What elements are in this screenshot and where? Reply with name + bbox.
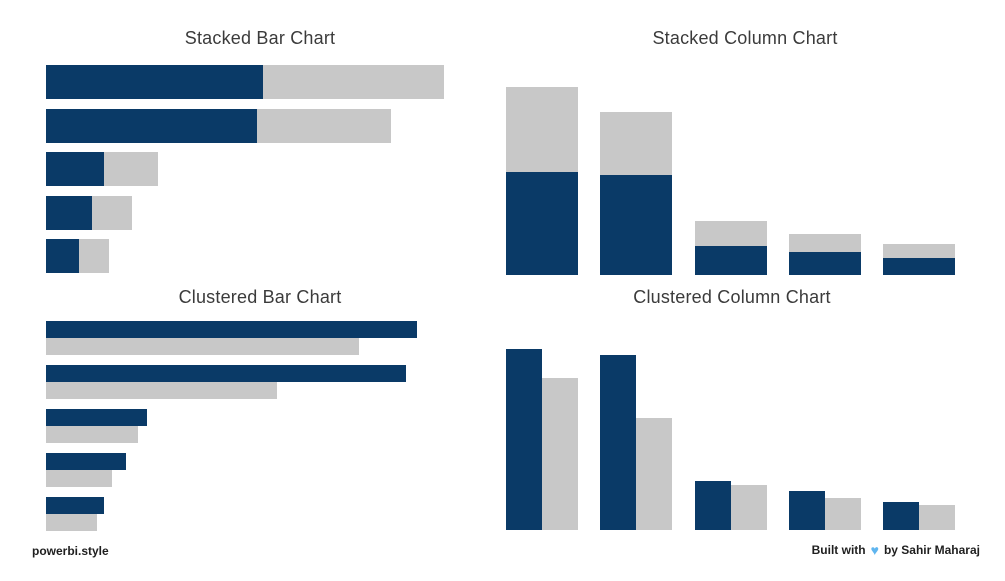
stacked-bar-dark-navy-segment-2	[46, 152, 105, 186]
clustered-column-chart-plot	[506, 349, 956, 530]
clustered-bar-light-gray-bar-3	[46, 470, 113, 487]
stacked-column-dark-navy-segment-3	[788, 252, 861, 275]
clustered-column-light-gray-column-4	[919, 505, 956, 530]
stacked-column-light-gray-segment-2	[694, 221, 767, 247]
stacked-column-chart-plot	[506, 87, 956, 275]
stacked-bar-chart-title: Stacked Bar Chart	[184, 28, 336, 48]
stacked-column-light-gray-segment-4	[883, 244, 956, 259]
clustered-column-light-gray-column-0	[542, 377, 578, 530]
clustered-bar-light-gray-bar-4	[46, 514, 97, 531]
stacked-bar-dark-navy-segment-1	[46, 108, 257, 143]
stacked-column-dark-navy-segment-1	[600, 174, 673, 275]
stacked-bar-dark-navy-segment-4	[46, 239, 80, 273]
stacked-column-chart-title: Stacked Column Chart	[652, 28, 838, 48]
clustered-column-dark-navy-column-3	[788, 491, 825, 530]
stacked-column-dark-navy-segment-2	[694, 246, 767, 275]
clustered-column-chart-title: Clustered Column Chart	[633, 287, 831, 307]
clustered-column-light-gray-column-1	[636, 417, 673, 530]
clustered-column-dark-navy-column-0	[506, 349, 542, 530]
credit-suffix: by Sahir Maharaj	[883, 543, 980, 557]
clustered-bar-light-gray-bar-2	[46, 426, 138, 443]
clustered-bar-dark-navy-bar-2	[46, 409, 147, 426]
stacked-bar-light-gray-segment-3	[92, 195, 133, 230]
clustered-bar-light-gray-bar-1	[46, 382, 278, 399]
stacked-bar-light-gray-segment-4	[79, 239, 109, 273]
heart-icon: ♥	[870, 542, 879, 558]
clustered-bar-light-gray-bar-0	[46, 338, 360, 355]
clustered-column-light-gray-column-3	[824, 497, 861, 530]
clustered-bar-dark-navy-bar-1	[46, 365, 406, 382]
stacked-bar-light-gray-segment-0	[262, 65, 444, 99]
clustered-bar-dark-navy-bar-0	[46, 321, 417, 338]
clustered-bar-dark-navy-bar-4	[46, 497, 104, 514]
clustered-column-dark-navy-column-1	[600, 354, 637, 530]
clustered-column-light-gray-column-2	[730, 484, 767, 530]
stacked-column-light-gray-segment-1	[600, 112, 673, 175]
clustered-column-dark-navy-column-2	[694, 480, 731, 530]
clustered-bar-chart-title: Clustered Bar Chart	[178, 287, 342, 307]
stacked-column-light-gray-segment-0	[506, 87, 578, 172]
stacked-bar-light-gray-segment-1	[256, 108, 392, 143]
watermark-powerbi-style: powerbi.style	[32, 544, 109, 558]
stacked-column-dark-navy-segment-4	[883, 258, 956, 275]
clustered-column-dark-navy-column-4	[883, 501, 920, 530]
clustered-bar-dark-navy-bar-3	[46, 453, 127, 470]
stacked-bar-light-gray-segment-2	[104, 152, 159, 186]
stacked-column-dark-navy-segment-0	[506, 171, 578, 275]
credit-line: Built with ♥ by Sahir Maharaj	[812, 543, 980, 557]
stacked-column-light-gray-segment-3	[788, 234, 861, 253]
credit-prefix: Built with	[811, 543, 866, 557]
stacked-bar-dark-navy-segment-3	[46, 195, 93, 230]
clustered-bar-chart-plot	[46, 321, 417, 531]
stacked-bar-chart-plot	[46, 65, 444, 273]
stacked-bar-dark-navy-segment-0	[46, 65, 263, 99]
